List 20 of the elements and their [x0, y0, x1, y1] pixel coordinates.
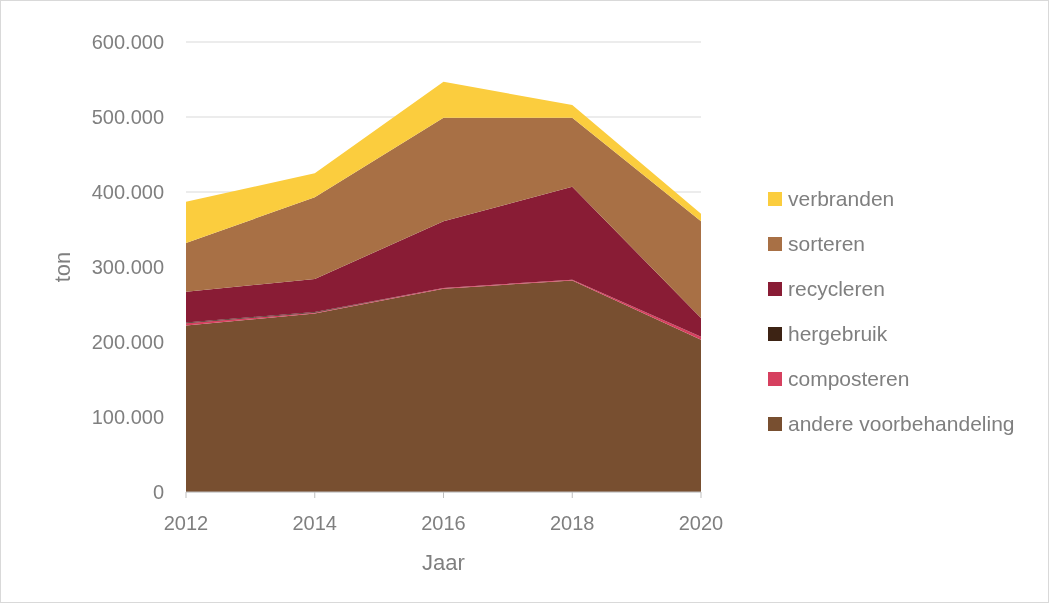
- y-tick-label: 500.000: [91, 106, 164, 128]
- x-tick-label: 2012: [163, 512, 209, 534]
- legend-label: andere voorbehandeling: [788, 412, 1015, 435]
- y-axis-title: ton: [50, 251, 75, 283]
- y-tick-label: 0: [152, 481, 164, 503]
- legend-label: sorteren: [788, 232, 866, 255]
- legend-label: composteren: [788, 367, 910, 390]
- x-tick-label: 2018: [550, 512, 595, 534]
- y-tick-label: 400.000: [91, 181, 164, 203]
- y-tick-label: 100.000: [91, 406, 164, 428]
- x-axis-title: Jaar: [422, 550, 465, 575]
- x-tick-label: 2020: [678, 512, 724, 534]
- y-tick-label: 300.000: [91, 256, 164, 278]
- legend-label: verbranden: [788, 187, 895, 210]
- y-tick-label: 200.000: [91, 331, 164, 353]
- y-tick-label: 600.000: [91, 31, 164, 53]
- legend-label: hergebruik: [788, 322, 888, 345]
- x-tick-label: 2014: [292, 512, 337, 534]
- x-tick-label: 2016: [421, 512, 466, 534]
- legend-label: recycleren: [788, 277, 885, 300]
